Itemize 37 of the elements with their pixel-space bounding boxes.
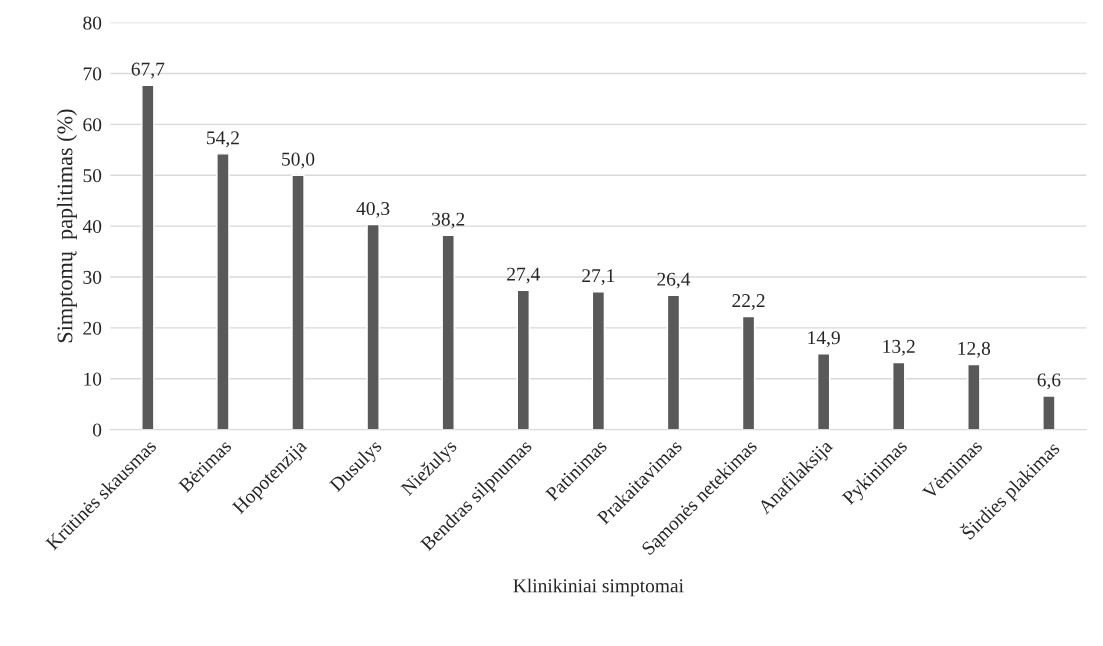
y-tick-label: 50 bbox=[83, 169, 102, 183]
bar bbox=[666, 294, 681, 430]
y-tick-label: 40 bbox=[82, 219, 102, 234]
data-label: 12,8 bbox=[958, 341, 991, 358]
bar bbox=[366, 223, 380, 430]
data-label: 13,2 bbox=[883, 339, 915, 356]
bar bbox=[141, 84, 155, 430]
bar bbox=[967, 363, 981, 430]
y-tick-label: 10 bbox=[84, 372, 102, 386]
data-label: 6,6 bbox=[1037, 373, 1061, 390]
data-label: 67,7 bbox=[131, 62, 165, 79]
data-label: 54,2 bbox=[207, 131, 239, 148]
y-axis-title: Simptomų paplitimas (%) bbox=[56, 109, 77, 343]
data-label: 40,3 bbox=[356, 201, 390, 218]
y-tick-label: 20 bbox=[83, 321, 102, 335]
y-tick-label: 60 bbox=[83, 118, 102, 132]
data-label: 38,2 bbox=[432, 212, 465, 229]
bar bbox=[216, 153, 230, 430]
bar bbox=[816, 353, 831, 430]
data-label: 22,2 bbox=[732, 294, 765, 310]
data-label: 26,4 bbox=[657, 272, 691, 289]
data-label: 50,0 bbox=[282, 152, 315, 169]
y-tick-label: 0 bbox=[92, 423, 102, 437]
y-tick-label: 80 bbox=[83, 16, 102, 30]
y-tick-label: 70 bbox=[83, 67, 102, 81]
data-label: 27,1 bbox=[582, 269, 615, 286]
data-label: 27,4 bbox=[507, 267, 540, 284]
bar bbox=[1042, 395, 1056, 430]
y-tick-label: 30 bbox=[83, 270, 102, 284]
bar bbox=[892, 361, 906, 430]
x-axis-title: Klinikiniai simptomai bbox=[513, 578, 684, 597]
bar bbox=[741, 315, 756, 430]
bar bbox=[591, 291, 606, 430]
bar bbox=[291, 174, 305, 430]
data-label: 14,9 bbox=[808, 331, 840, 348]
bar bbox=[441, 234, 455, 430]
bar bbox=[516, 289, 530, 430]
